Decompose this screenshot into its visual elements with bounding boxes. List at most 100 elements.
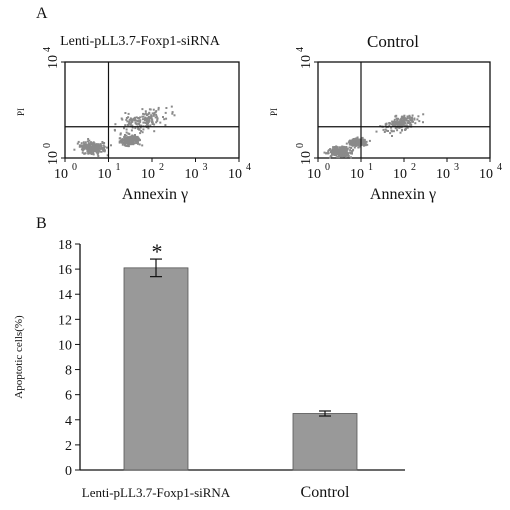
flow-plot-left-point (130, 140, 133, 143)
flow-plot-left-point (129, 135, 132, 138)
flow-plot-left-point (86, 145, 88, 148)
flow-plot-right-point (422, 121, 424, 124)
flow-plot-right-point (342, 155, 345, 158)
flow-plot-right-point (401, 116, 404, 119)
flow-plot-right-point (334, 153, 337, 156)
flow-plot-right-point (339, 155, 342, 158)
flow-plot-left-point (142, 121, 145, 124)
flow-plot-left-point (146, 114, 148, 116)
flow-plot-left-point (81, 147, 84, 150)
flow-plot-left-point (81, 151, 84, 154)
bar-1 (123, 267, 189, 471)
flow-plot-right-point (395, 123, 398, 126)
flow-plot-left-point (155, 113, 158, 116)
flow-plot-right-point (349, 149, 352, 152)
flow-plot-left-point (157, 106, 160, 109)
flow-plot-right-point (396, 119, 399, 122)
flow-plot-left-point (124, 112, 127, 114)
flow-plot-right-point (422, 113, 425, 116)
flow-plot-right-point (389, 132, 392, 135)
flow-plot-left-point (133, 137, 136, 140)
flow-plot-right-point (358, 145, 361, 148)
flow-plot-left-point (141, 108, 144, 111)
flow-plot-right-point (330, 149, 333, 152)
flow-plot-left-point (149, 108, 152, 111)
flow-plot-left-point (128, 137, 131, 140)
flow-plot-right-xtick-exponent: 2 (411, 162, 416, 173)
flow-plot-right-ytick: 10 0 (295, 143, 314, 165)
flow-plot-right-point (411, 119, 414, 122)
flow-plot-left-point (136, 142, 139, 145)
flow-plot-left-point (134, 116, 136, 119)
flow-plot-right-point (348, 142, 351, 145)
flow-plot-right-point (411, 117, 414, 120)
flow-plot-right-point (336, 152, 339, 155)
panel-a-letter: A (36, 5, 48, 22)
flow-plot-left-point (144, 116, 147, 119)
bar-chart-ytick-label: 2 (65, 439, 72, 454)
flow-plot-right-xtick-exponent: 3 (454, 162, 459, 173)
flow-plot-right-point (335, 145, 338, 148)
flow-plot-right-point (342, 149, 345, 152)
flow-plot-left-point (138, 123, 141, 125)
flow-plot-right-point (344, 147, 346, 150)
flow-plot-left-point (90, 153, 93, 155)
flow-plot-left-point (121, 140, 124, 143)
bar-chart-ytick-label: 18 (58, 238, 72, 253)
flow-plot-right-point (327, 150, 330, 153)
flow-plot-left-point (151, 121, 154, 124)
flow-plot-right-point (399, 131, 402, 134)
flow-plot-left-point (142, 118, 144, 121)
flow-plot-left-point (139, 119, 142, 122)
flow-plot-right-point (387, 130, 389, 132)
flow-plot-right-point (414, 122, 417, 125)
bar-chart-bars (123, 267, 358, 471)
flow-plot-left-point (125, 118, 128, 121)
flow-plot-left-ytick-label: 10 (46, 55, 61, 69)
flow-plot-left-point (155, 115, 158, 118)
flow-plot-left-point (147, 127, 150, 130)
flow-plot-right-point (384, 128, 387, 131)
flow-plot-left-point (163, 118, 166, 121)
flow-plot-left-point (81, 146, 84, 148)
flow-plot-right-point (336, 148, 339, 150)
flow-plot-left-point (86, 140, 89, 143)
flow-plot-left-point (100, 145, 103, 147)
flow-plot-right-point (363, 139, 366, 142)
flow-plot-left-point (136, 120, 139, 123)
flow-plot-right-point (391, 130, 393, 133)
flow-plot-left-point (136, 137, 139, 140)
flow-plot-left-point (155, 110, 158, 113)
flow-plot-left-point (131, 141, 134, 144)
flow-plot-right-point (396, 121, 399, 124)
flow-plot-left-point (153, 130, 156, 133)
flow-plot-right-point (343, 148, 346, 151)
flow-plot-right-point (332, 146, 335, 149)
flow-plot-right-point (405, 117, 408, 120)
flow-plot-right-point (392, 130, 395, 133)
flow-plot-right-point (335, 150, 338, 153)
flow-plot-left-point (124, 124, 127, 127)
flow-plot-right-point (345, 150, 348, 153)
flow-plot-left-point (101, 142, 104, 145)
flow-plot-right-x-ticks: 10 0 10 1 10 2 10 3 10 4 (307, 158, 502, 182)
flow-plot-left-point (147, 124, 150, 127)
flow-plot-left-point (133, 119, 136, 122)
flow-plot-right-point (396, 129, 399, 132)
flow-plot-right-point (349, 152, 352, 155)
flow-plot-right-xlabel: Annexin γ (370, 186, 436, 203)
flow-plot-right-point (336, 146, 339, 149)
flow-plot-left-point (113, 128, 116, 131)
flow-plot-left-point (93, 148, 96, 151)
flow-plot-left-point (96, 153, 99, 156)
flow-plot-left-point (165, 117, 168, 120)
flow-plot-left-point (82, 141, 85, 144)
flow-plot-left-point (121, 139, 124, 142)
flow-plot-right-point (331, 153, 334, 155)
flow-plot-right-point (323, 151, 326, 154)
flow-plot-left-point (114, 123, 117, 126)
flow-plot-right-point (375, 130, 378, 133)
flow-plot-right-point (396, 126, 399, 129)
flow-plot-left-point (84, 141, 87, 144)
flow-plot-left-point (97, 143, 100, 146)
